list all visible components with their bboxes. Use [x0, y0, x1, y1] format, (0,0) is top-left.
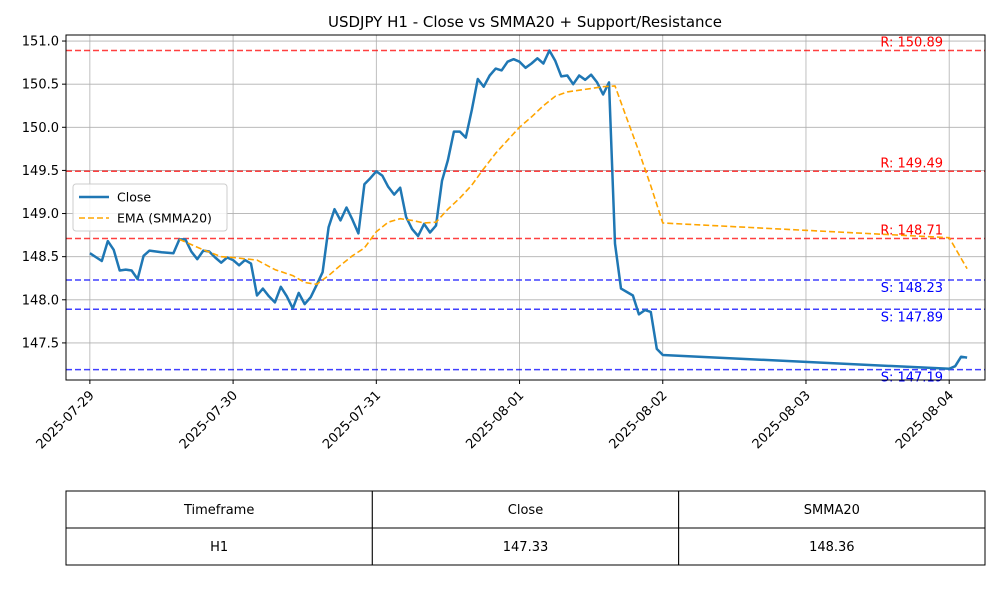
- table-cell-text: H1: [210, 540, 228, 555]
- support-resistance-lines: R: 150.89R: 149.49R: 148.71S: 148.23S: 1…: [66, 36, 985, 386]
- plot-frame: [65, 34, 986, 381]
- x-tick-label: 2025-07-29: [34, 388, 98, 452]
- data-table: Timeframe Close SMMA20 H1 147.33 148.36: [65, 490, 986, 566]
- y-tick-label: 148.0: [22, 293, 59, 308]
- x-tick-label: 2025-08-02: [607, 388, 671, 452]
- table-header-cell: [65, 490, 373, 529]
- table-cell-text: 148.36: [809, 540, 855, 555]
- table-header-cell: [678, 490, 986, 529]
- series-lines: [89, 49, 968, 371]
- x-tick-label: 2025-08-01: [463, 388, 527, 452]
- table-header-cell: [371, 490, 680, 529]
- support-label: S: 147.89: [881, 310, 943, 325]
- legend-label-ema: EMA (SMMA20): [117, 211, 212, 226]
- y-tick-label: 148.5: [22, 250, 59, 265]
- y-tick-label: 151.0: [22, 35, 59, 50]
- chart-title: USDJPY H1 - Close vs SMMA20 + Support/Re…: [328, 13, 722, 31]
- axes: 147.5 148.0 148.5 149.0 149.5 150.0 150.5 151.0…: [22, 34, 986, 452]
- resistance-label: R: 149.49: [880, 156, 943, 171]
- table-cell-text: 147.33: [503, 540, 549, 555]
- legend-label-close: Close: [117, 190, 151, 205]
- y-tick-label: 150.5: [22, 78, 59, 93]
- legend: Close EMA (SMMA20): [72, 183, 228, 232]
- support-label: S: 147.19: [881, 371, 943, 386]
- table-header-text: SMMA20: [804, 503, 860, 518]
- legend-box: [72, 183, 228, 232]
- y-tick-label: 149.0: [22, 207, 59, 222]
- y-tick-label: 147.5: [22, 336, 59, 351]
- x-tick-label: 2025-07-30: [177, 388, 241, 452]
- resistance-label: R: 150.89: [880, 36, 943, 51]
- support-label: S: 148.23: [881, 281, 943, 296]
- series-line-ema-smma20: [179, 85, 968, 286]
- table-header-text: Timeframe: [183, 503, 254, 518]
- x-tick-label: 2025-08-03: [750, 388, 814, 452]
- table-header-text: Close: [508, 503, 543, 518]
- x-tick-label: 2025-07-31: [320, 388, 384, 452]
- x-tick-label: 2025-08-04: [893, 388, 957, 452]
- table-cell: [678, 527, 986, 566]
- y-tick-label: 149.5: [22, 164, 59, 179]
- y-tick-label: 150.0: [22, 121, 59, 136]
